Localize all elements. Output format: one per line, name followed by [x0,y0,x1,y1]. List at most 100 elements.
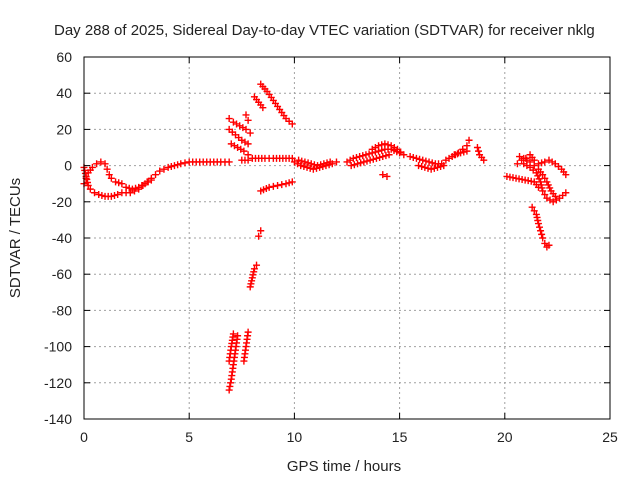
data-point [562,189,570,197]
data-point [297,162,305,170]
series-early-bump [80,158,113,188]
data-point [282,180,290,188]
data-point [234,332,242,340]
data-point [463,147,471,155]
data-point [516,153,524,161]
data-point [306,164,314,172]
y-tick-label: -140 [44,411,72,427]
data-point [170,162,178,170]
data-point [265,183,273,191]
data-point [177,160,185,168]
data-point [539,171,547,179]
data-point [226,382,234,390]
data-point [244,116,252,124]
data-point [427,165,435,173]
axis-ticks: 0 5 10 15 20 25 -140 -120 -100 -80 -60 -40 -20 0 20 40 6… [44,49,618,445]
data-point [118,180,126,188]
data-point [274,182,282,190]
data-point [354,160,362,168]
series-afternoon-b [295,156,334,170]
data-point [382,152,390,160]
series-early-branch [107,174,155,193]
y-tick-label: -80 [52,302,72,318]
data-point [541,191,549,199]
series-steep-down [225,332,242,394]
series-evening-b [415,162,448,173]
data-point [450,151,458,159]
data-point [300,163,308,171]
data-point [419,156,427,164]
data-point [384,141,392,149]
data-point [376,153,384,161]
x-tick-label: 25 [602,429,618,445]
data-point [534,160,542,168]
data-point [309,165,317,173]
data-point [244,328,252,336]
data-point [534,220,542,228]
data-point [418,163,426,171]
data-point [424,164,432,172]
y-tick-label: 60 [56,49,72,65]
data-point [385,151,393,159]
data-point [396,149,404,157]
data-point [244,140,252,148]
data-point [362,151,370,159]
y-tick-label: 40 [56,85,72,101]
series-late-stray [503,172,542,191]
data-points [80,80,570,394]
data-point [122,183,130,191]
data-point [269,182,277,190]
series-late-c [526,151,570,179]
data-point [288,154,296,162]
series-high-peak-2 [250,93,267,112]
data-point [242,111,250,119]
data-point [95,191,103,199]
y-tick-label: -20 [52,194,72,210]
data-point [534,183,542,191]
data-point [240,147,248,155]
data-point [536,223,544,231]
data-point [167,163,175,171]
data-point [310,161,318,169]
data-point [473,144,481,151]
data-point [174,161,182,169]
series-late-a [516,153,559,200]
data-point [437,163,445,171]
data-point [304,159,312,167]
data-point [160,165,168,173]
data-point [433,163,441,171]
data-point [253,261,261,269]
data-point [409,153,417,161]
data-point [352,153,360,161]
data-point [412,154,420,162]
data-point [278,181,286,189]
y-tick-label: -100 [44,339,72,355]
data-point [105,171,113,179]
series-evening-c [442,136,473,164]
data-point [320,160,328,168]
data-point [539,234,547,242]
data-point [86,185,94,193]
data-point [332,158,340,166]
data-point [317,161,325,169]
data-point [227,379,235,387]
data-point [365,150,373,158]
data-point [369,155,377,163]
data-point [128,185,136,193]
data-point [440,162,448,170]
y-tick-label: 0 [64,158,72,174]
data-point [229,330,237,338]
data-point [115,179,123,187]
series-early-dip [80,158,233,200]
data-point [406,153,414,161]
x-tick-label: 0 [80,429,88,445]
data-point [288,120,296,128]
data-point [107,192,115,200]
plot-area-frame [83,56,611,420]
data-point [363,157,371,165]
data-point [349,154,357,162]
data-point [538,230,546,238]
data-point [425,158,433,166]
data-point [366,156,374,164]
